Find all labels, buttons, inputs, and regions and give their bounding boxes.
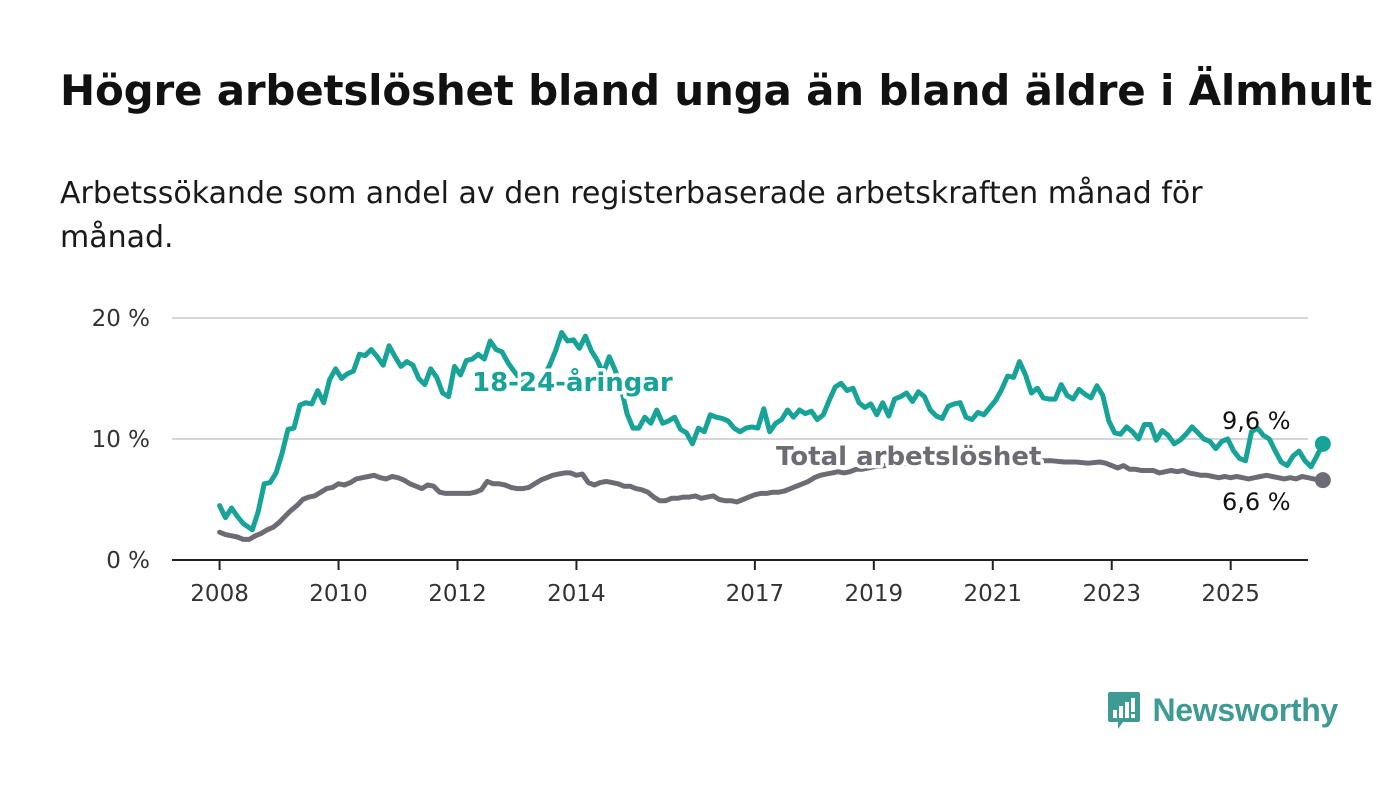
newsworthy-logo: Newsworthy (1107, 690, 1339, 730)
series-line-1 (217, 458, 1326, 542)
x-tick-label-8: 2025 (1201, 581, 1260, 607)
series-labels: 18-24-åringar Total arbetslöshet 9,6 % 6… (469, 363, 1291, 517)
series-end-marker-0 (1314, 435, 1331, 452)
newsworthy-logo-icon (1107, 692, 1140, 729)
y-tick-label-2: 20 % (92, 306, 150, 332)
y-axis-ticks: 0 % 10 % 20 % (92, 306, 150, 574)
series-label-18-24: 18-24-åringar (472, 366, 673, 398)
grid-lines (172, 317, 1308, 561)
chart-title: Högre arbetslöshet bland unga än bland ä… (60, 66, 1373, 115)
x-axis-ticks: 2008 2010 2012 2014 2017 2019 2021 2023 2025 (190, 560, 1260, 607)
end-value-label-18-24: 9,6 % (1222, 407, 1291, 435)
x-tick-label-1: 2010 (309, 581, 368, 607)
x-tick-label-2: 2012 (428, 581, 487, 607)
chart-subtitle: Arbetssökande som andel av den registerb… (60, 176, 1203, 255)
series-line-0 (217, 330, 1326, 533)
y-tick-label-1: 10 % (92, 427, 150, 453)
x-tick-label-3: 2014 (547, 581, 606, 607)
end-value-label-total: 6,6 % (1222, 488, 1291, 516)
y-tick-label-0: 0 % (106, 548, 150, 574)
series-label-total: Total arbetslöshet (776, 442, 1041, 472)
x-tick-label-5: 2019 (845, 581, 904, 607)
x-tick-label-6: 2021 (964, 581, 1023, 607)
x-tick-label-0: 2008 (190, 581, 249, 607)
series-lines (217, 330, 1331, 542)
brand-name: Newsworthy (1152, 691, 1339, 728)
x-tick-label-4: 2017 (726, 581, 785, 607)
x-tick-label-7: 2023 (1082, 581, 1141, 607)
series-end-marker-1 (1314, 472, 1331, 489)
